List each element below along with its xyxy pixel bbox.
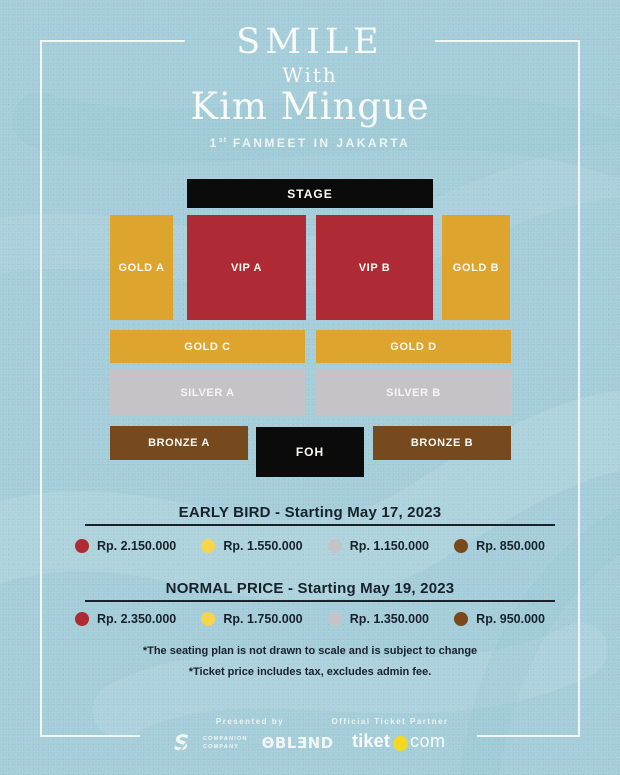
seat-label: SILVER B xyxy=(386,386,441,399)
footnote-tax: *Ticket price includes tax, excludes adm… xyxy=(188,666,432,678)
frame-left xyxy=(40,40,42,737)
companion-company-wordmark: COMPANION COMPANY xyxy=(203,735,248,752)
early-bird-divider xyxy=(85,524,555,526)
frame-top-right xyxy=(435,40,580,42)
seat-block-gold-d: GOLD D xyxy=(316,330,511,363)
seat-block-bronze-b: BRONZE B xyxy=(373,426,511,460)
tiket-yellow-dot-icon xyxy=(393,735,409,751)
stage-label: STAGE xyxy=(287,186,333,201)
bronze-price-label: Rp. 950.000 xyxy=(476,612,545,626)
silver-price-dot xyxy=(327,539,342,553)
normal-price-legend: Rp. 2.350.000 Rp. 1.750.000 Rp. 1.350.00… xyxy=(75,612,545,626)
frame-bottom-right xyxy=(477,735,580,737)
gold-price-label: Rp. 1.550.000 xyxy=(223,539,303,553)
subtitle-text: FANMEET IN JAKARTA xyxy=(227,135,411,150)
silver-price-label: Rp. 1.150.000 xyxy=(349,539,429,553)
footnote-scale: *The seating plan is not drawn to scale … xyxy=(142,645,478,657)
seat-label: GOLD A xyxy=(118,261,165,274)
header: SMILE With Kim Mingue 1st FANMEET IN JAK… xyxy=(0,24,620,150)
subtitle-number: 1 xyxy=(209,135,219,150)
seat-label: BRONZE A xyxy=(148,437,210,449)
tiket-com-logo: tiket com xyxy=(352,731,446,752)
bronze-price-label: Rp. 850.000 xyxy=(476,539,545,553)
legend-item-bronze: Rp. 950.000 xyxy=(454,612,545,626)
seat-block-gold-c: GOLD C xyxy=(110,330,305,363)
seat-label: VIP A xyxy=(230,261,263,274)
svg-text:S: S xyxy=(174,732,189,754)
seat-label: GOLD B xyxy=(452,261,500,274)
legend-item-vip: Rp. 2.150.000 xyxy=(75,539,176,553)
early-bird-legend: Rp. 2.150.000 Rp. 1.550.000 Rp. 1.150.00… xyxy=(75,539,545,553)
seat-label: BRONZE B xyxy=(410,437,474,449)
silver-price-dot xyxy=(327,612,342,626)
seat-block-gold-b: GOLD B xyxy=(442,215,510,320)
legend-item-gold: Rp. 1.750.000 xyxy=(201,612,303,626)
event-title: SMILE xyxy=(236,22,384,62)
companion-company-logo: S COMPANION COMPANY xyxy=(172,732,248,754)
gold-price-dot xyxy=(201,612,216,626)
presenter-logos: S COMPANION COMPANY ΘBLƎND xyxy=(172,732,334,754)
stage-block: STAGE xyxy=(187,179,433,208)
frame-top-left xyxy=(40,40,185,42)
seat-block-bronze-a: BRONZE A xyxy=(110,426,248,460)
subtitle-ordinal: st xyxy=(218,136,228,144)
presented-by-label: Presented by xyxy=(215,717,285,726)
official-ticket-partner-label: Official Ticket Partner xyxy=(331,717,449,726)
blend-logo: ΘBLƎND xyxy=(261,734,334,752)
legend-item-vip: Rp. 2.350.000 xyxy=(75,612,176,626)
bronze-price-dot xyxy=(454,539,469,553)
frame-bottom-left xyxy=(40,735,140,737)
seat-label: SILVER A xyxy=(180,386,235,399)
seat-block-gold-a: GOLD A xyxy=(110,215,173,320)
foh-label: FOH xyxy=(295,445,325,459)
seat-block-vip-b: VIP B xyxy=(316,215,433,320)
artist-name: Kim Mingue xyxy=(190,84,430,128)
vip-price-dot xyxy=(75,539,89,553)
seat-label: GOLD D xyxy=(390,340,437,353)
event-title-with: With xyxy=(282,62,338,87)
normal-price-divider xyxy=(85,600,555,602)
tiket-wordmark: tiket xyxy=(352,731,391,751)
legend-item-silver: Rp. 1.350.000 xyxy=(327,612,429,626)
seat-block-silver-b: SILVER B xyxy=(316,369,511,416)
frame-right xyxy=(578,40,580,737)
vip-price-label: Rp. 2.150.000 xyxy=(97,539,177,553)
event-subtitle: 1st FANMEET IN JAKARTA xyxy=(0,136,620,150)
early-bird-title: EARLY BIRD - Starting May 17, 2023 xyxy=(178,504,442,521)
gold-price-dot xyxy=(201,539,216,553)
companion-line1: COMPANION xyxy=(203,735,248,742)
seat-label: VIP B xyxy=(358,261,391,274)
normal-price-title: NORMAL PRICE - Starting May 19, 2023 xyxy=(165,580,455,597)
seat-label: GOLD C xyxy=(184,340,231,353)
bronze-price-dot xyxy=(454,612,469,626)
foh-block: FOH xyxy=(256,427,364,477)
vip-price-dot xyxy=(75,612,89,626)
companion-s-icon: S xyxy=(174,732,195,754)
vip-price-label: Rp. 2.350.000 xyxy=(97,612,177,626)
legend-item-gold: Rp. 1.550.000 xyxy=(201,539,303,553)
silver-price-label: Rp. 1.350.000 xyxy=(349,612,429,626)
legend-item-bronze: Rp. 850.000 xyxy=(454,539,545,553)
seat-block-vip-a: VIP A xyxy=(187,215,306,320)
seat-block-silver-a: SILVER A xyxy=(110,369,305,416)
legend-item-silver: Rp. 1.150.000 xyxy=(327,539,429,553)
tiket-com-wordmark: com xyxy=(410,731,446,751)
companion-line2: COMPANY xyxy=(203,744,240,750)
gold-price-label: Rp. 1.750.000 xyxy=(223,612,303,626)
